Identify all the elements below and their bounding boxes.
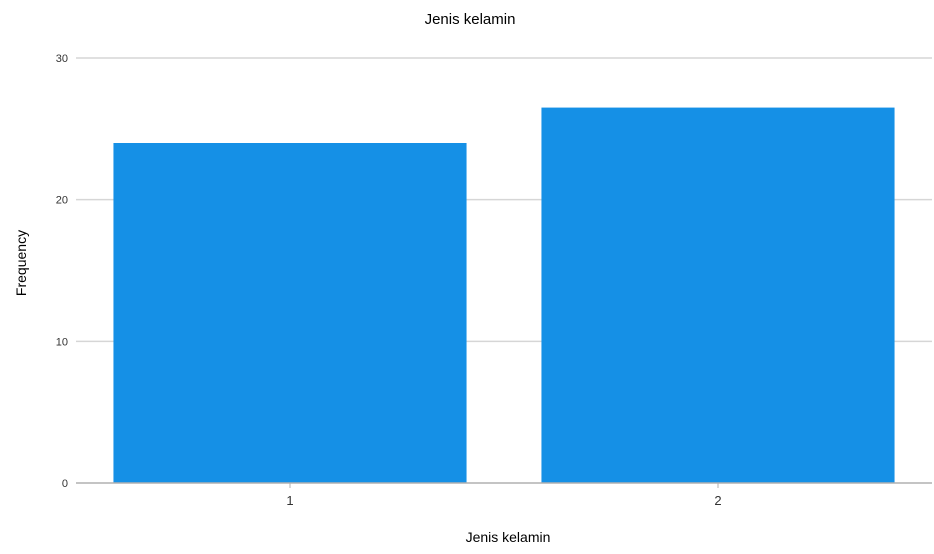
y-tick-label: 0 (62, 478, 68, 490)
y-tick-label: 10 (56, 336, 68, 348)
y-axis-label: Frequency (13, 230, 29, 296)
x-axis-label: Jenis kelamin (466, 529, 551, 545)
bar-2 (541, 107, 895, 483)
y-tick-label: 30 (56, 53, 68, 65)
bars (113, 107, 895, 483)
chart-title: Jenis kelamin (425, 11, 516, 28)
y-tick-label: 20 (56, 195, 68, 207)
x-tick-label: 2 (714, 493, 721, 508)
x-tick-label: 1 (286, 493, 293, 508)
bar-1 (113, 143, 467, 483)
y-axis-ticks: 0 10 20 30 (56, 53, 68, 490)
